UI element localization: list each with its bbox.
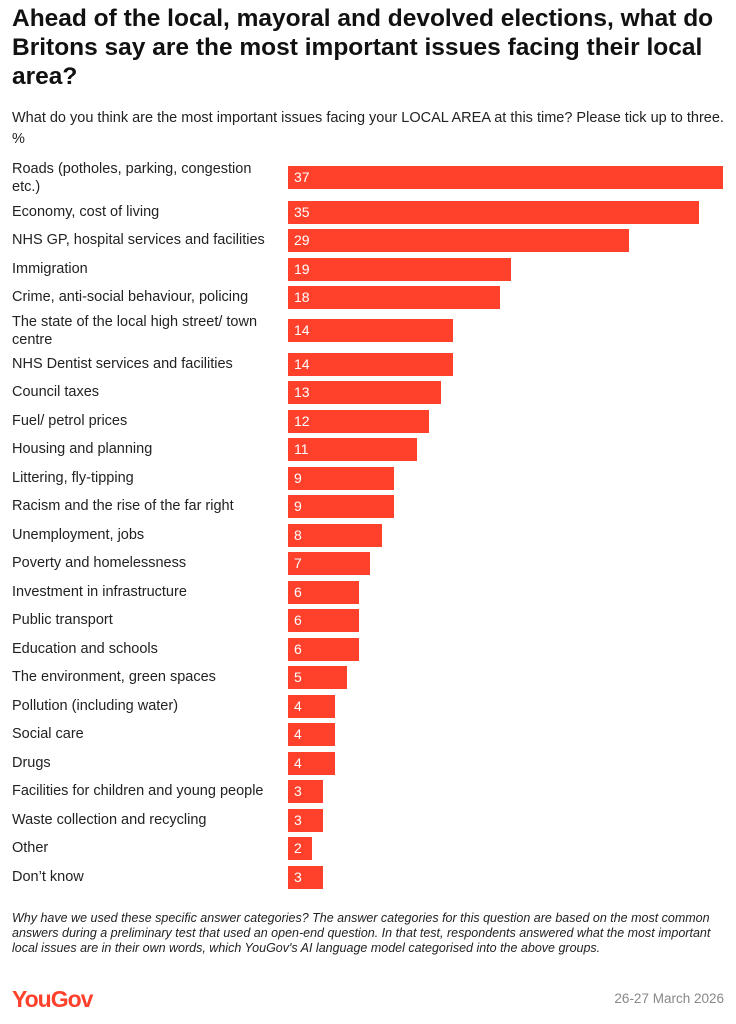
bar: 5	[288, 666, 347, 689]
data-label: 29	[294, 232, 310, 248]
yougov-logo: YouGov	[12, 986, 93, 1012]
data-label: 3	[294, 869, 302, 885]
bar: 6	[288, 609, 359, 632]
data-label: 8	[294, 527, 302, 543]
category-label: Littering, fly-tipping	[12, 470, 134, 486]
category-label: Roads (potholes, parking, congestion etc…	[12, 161, 252, 195]
bar: 2	[288, 837, 312, 860]
data-label: 7	[294, 555, 302, 571]
category-label: NHS Dentist services and facilities	[12, 356, 233, 372]
bar: 6	[288, 581, 359, 604]
data-label: 4	[294, 698, 302, 714]
data-label: 14	[294, 356, 310, 372]
category-label: Waste collection and recycling	[12, 812, 207, 828]
bar: 8	[288, 524, 383, 547]
bar: 3	[288, 780, 324, 803]
data-label: 11	[294, 441, 309, 457]
data-label: 2	[294, 840, 302, 856]
data-label: 6	[294, 641, 302, 657]
bar: 14	[288, 353, 453, 376]
chart-subtitle: What do you think are the most important…	[12, 110, 724, 147]
category-label: Racism and the rise of the far right	[12, 498, 234, 514]
data-label: 12	[294, 413, 310, 429]
bar: 4	[288, 752, 336, 775]
category-label: Council taxes	[12, 384, 100, 400]
bar: 29	[288, 229, 629, 252]
bar: 13	[288, 381, 441, 404]
category-label: Economy, cost of living	[12, 204, 160, 220]
fieldwork-date: 26-27 March 2026	[614, 991, 724, 1006]
data-label: 18	[294, 289, 310, 305]
category-label: Crime, anti-social behaviour, policing	[12, 289, 249, 305]
chart-title: Ahead of the local, mayoral and devolved…	[12, 5, 714, 90]
bar: 6	[288, 638, 359, 661]
category-label: Drugs	[12, 755, 51, 771]
data-label: 14	[294, 322, 310, 338]
data-label: 13	[294, 384, 310, 400]
category-label: Don’t know	[12, 869, 84, 885]
data-label: 35	[294, 204, 310, 220]
category-label: Education and schools	[12, 641, 158, 657]
bar: 12	[288, 410, 430, 433]
data-label: 5	[294, 669, 302, 685]
category-label: Unemployment, jobs	[12, 527, 145, 543]
data-label: 6	[294, 612, 302, 628]
data-label: 3	[294, 812, 302, 828]
category-label: Poverty and homelessness	[12, 555, 187, 571]
category-label: Social care	[12, 726, 84, 742]
data-label: 37	[294, 169, 310, 185]
bar: 14	[288, 319, 453, 342]
data-label: 19	[294, 261, 310, 277]
category-label: Housing and planning	[12, 441, 153, 457]
bar: 19	[288, 258, 512, 281]
data-label: 9	[294, 470, 302, 486]
category-label: Immigration	[12, 261, 88, 277]
bar: 9	[288, 467, 394, 490]
category-label: The state of the local high street/ town…	[12, 314, 258, 348]
bar: 37	[288, 166, 723, 189]
category-label: Fuel/ petrol prices	[12, 413, 128, 429]
data-label: 6	[294, 584, 302, 600]
bar: 7	[288, 552, 371, 575]
data-label: 3	[294, 783, 302, 799]
category-label: Pollution (including water)	[12, 698, 179, 714]
category-label: Public transport	[12, 612, 113, 628]
category-label: Investment in infrastructure	[12, 584, 187, 600]
bar: 4	[288, 695, 336, 718]
bar: 18	[288, 286, 500, 309]
data-label: 9	[294, 498, 302, 514]
data-label: 4	[294, 726, 302, 742]
category-label: Other	[12, 840, 49, 856]
bar: 35	[288, 201, 700, 224]
category-label: NHS GP, hospital services and facilities	[12, 232, 265, 248]
bar: 9	[288, 495, 394, 518]
bar: 3	[288, 809, 324, 832]
category-label: Facilities for children and young people	[12, 783, 264, 799]
category-label: The environment, green spaces	[12, 669, 216, 685]
methodology-note: Why have we used these specific answer c…	[12, 911, 711, 955]
bar: 4	[288, 723, 336, 746]
data-label: 4	[294, 755, 302, 771]
bar: 3	[288, 866, 324, 889]
bar: 11	[288, 438, 418, 461]
